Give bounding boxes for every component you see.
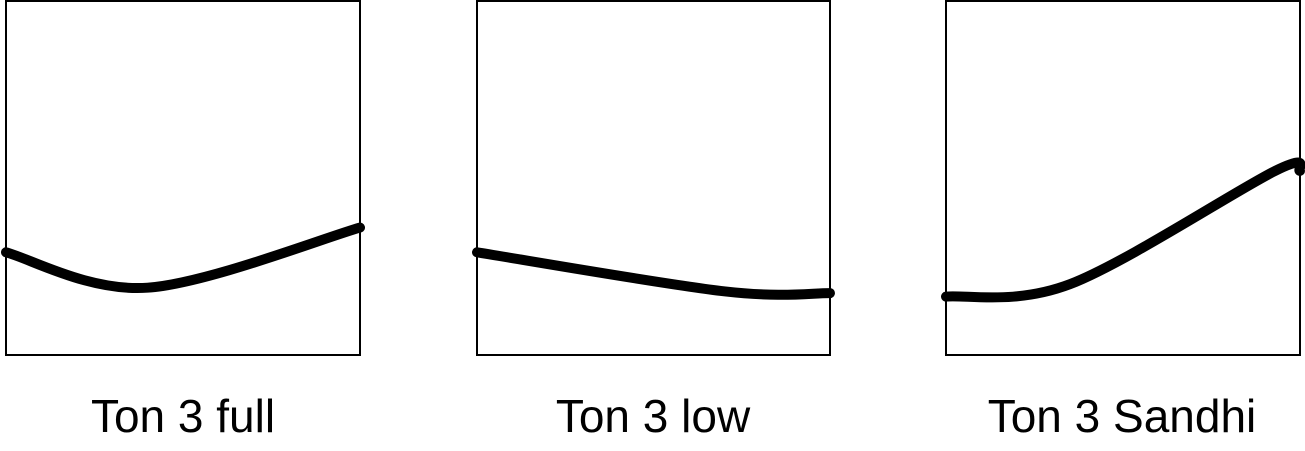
panel-label: Ton 3 Sandhi xyxy=(988,390,1257,442)
pitch-contour-line xyxy=(941,157,1305,303)
panel-label: Ton 3 low xyxy=(556,390,751,442)
panel-ton-3-full: Ton 3 full xyxy=(1,0,365,442)
panel-frame xyxy=(476,0,831,356)
pitch-contour-line xyxy=(1,222,365,294)
panel-ton-3-low: Ton 3 low xyxy=(472,0,835,442)
pitch-contour-line xyxy=(472,247,835,300)
panel-frame xyxy=(5,0,361,356)
panel-ton-3-sandhi: Ton 3 Sandhi xyxy=(941,0,1305,442)
panel-frame xyxy=(945,0,1301,356)
panel-label: Ton 3 full xyxy=(91,390,275,442)
